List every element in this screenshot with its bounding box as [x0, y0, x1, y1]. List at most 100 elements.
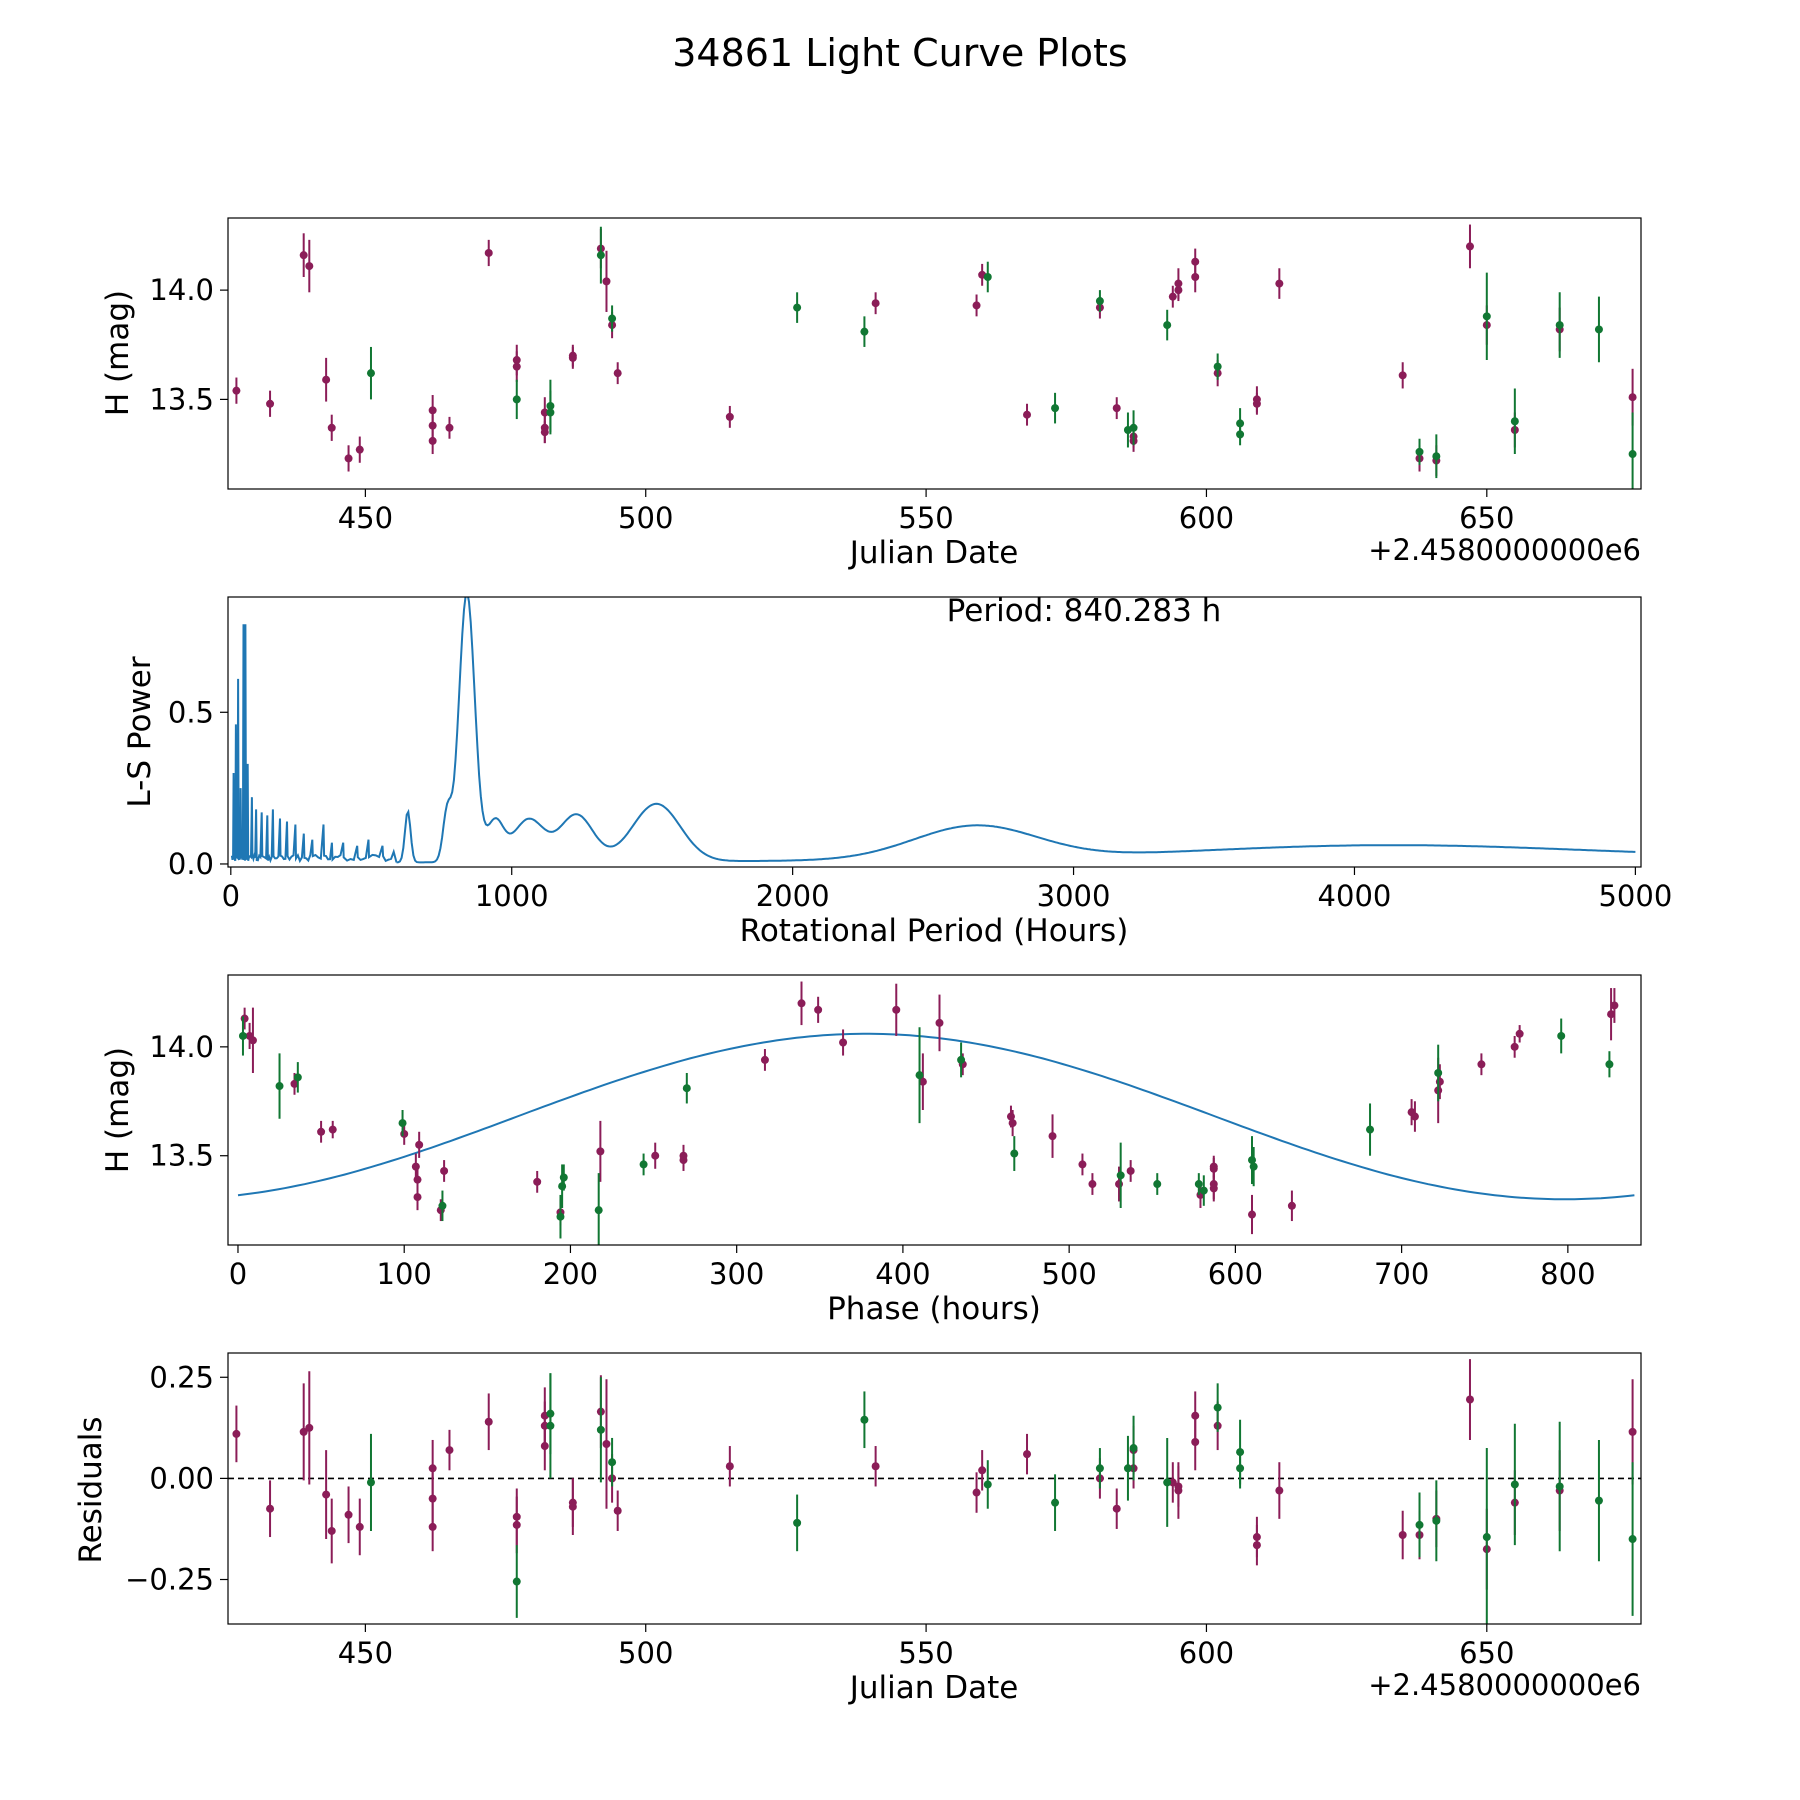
data-point	[1174, 1487, 1182, 1495]
periodogram-xtick-label: 5000	[1598, 879, 1672, 913]
periodogram-xtick-label: 3000	[1037, 879, 1111, 913]
data-point	[1191, 273, 1199, 281]
residuals-xtick-label: 500	[618, 1636, 673, 1670]
data-point	[1113, 404, 1121, 412]
data-point	[683, 1084, 691, 1092]
periodogram-xtick-label: 2000	[756, 879, 830, 913]
data-point	[412, 1163, 420, 1171]
data-point	[305, 1424, 313, 1432]
data-point	[1595, 1497, 1603, 1505]
periodogram-ticks: 0 1000 2000 3000 4000 5000 0.0 0.5	[168, 695, 1672, 913]
figure: 34861 Light Curve Plots 450 500 550 600 6501…	[0, 0, 1800, 1800]
phased-xtick-label: 300	[709, 1257, 764, 1291]
periodogram-xtick-label: 0	[222, 879, 240, 913]
data-point	[973, 1489, 981, 1497]
data-point	[1629, 450, 1637, 458]
data-point	[608, 1458, 616, 1466]
phased-ylabel: H (mag)	[100, 1047, 136, 1173]
phased-xtick-label: 400	[875, 1257, 930, 1291]
data-point	[726, 1462, 734, 1470]
phased-xtick-label: 600	[1208, 1257, 1263, 1291]
lightcurve-frame	[228, 218, 1641, 489]
residuals-ytick-label: 0.25	[149, 1360, 214, 1394]
phased-xtick-label: 700	[1374, 1257, 1429, 1291]
data-point	[266, 400, 274, 408]
data-point	[1169, 293, 1177, 301]
lightcurve-marks	[232, 225, 1636, 496]
data-point	[305, 262, 313, 270]
phased-xtick-label: 500	[1041, 1257, 1096, 1291]
data-point	[1629, 393, 1637, 401]
data-point	[533, 1178, 541, 1186]
phased-xtick-label: 100	[377, 1257, 432, 1291]
data-point	[1516, 1030, 1524, 1038]
data-point	[872, 1462, 880, 1470]
data-point	[513, 1578, 521, 1586]
data-point	[1595, 325, 1603, 333]
data-point	[513, 1521, 521, 1529]
data-point	[1174, 280, 1182, 288]
data-point	[249, 1036, 257, 1044]
data-point	[541, 428, 549, 436]
residuals-xlabel: Julian Date	[848, 1670, 1019, 1706]
data-point	[839, 1039, 847, 1047]
data-point	[726, 413, 734, 421]
data-point	[596, 1147, 604, 1155]
data-point	[984, 1480, 992, 1488]
data-point	[1629, 1535, 1637, 1543]
data-point	[1051, 404, 1059, 412]
data-point	[1191, 1438, 1199, 1446]
data-point	[1078, 1160, 1086, 1168]
data-point	[640, 1160, 648, 1168]
data-point	[679, 1152, 687, 1160]
data-point	[569, 354, 577, 362]
data-point	[429, 1523, 437, 1531]
data-point	[232, 1430, 240, 1438]
residuals-panel: 450 500 550 600 650−0.250.000.25 Julian Date…	[73, 1353, 1641, 1706]
data-point	[569, 1503, 577, 1511]
data-point	[978, 1466, 986, 1474]
phased-ytick-label: 13.5	[149, 1139, 214, 1173]
residuals-xtick-label: 450	[338, 1636, 393, 1670]
data-point	[597, 251, 605, 259]
data-point	[445, 1446, 453, 1454]
lightcurve-x-offset: +2.4580000000e6	[1368, 533, 1641, 567]
periodogram-marks	[232, 593, 1636, 863]
data-point	[860, 1416, 868, 1424]
periodogram-ytick-label: 0.5	[168, 695, 214, 729]
data-point	[1466, 242, 1474, 250]
periodogram-xtick-label: 4000	[1318, 879, 1392, 913]
data-point	[814, 1006, 822, 1014]
phased-xtick-label: 800	[1540, 1257, 1595, 1291]
data-point	[1434, 1069, 1442, 1077]
data-point	[793, 1519, 801, 1527]
data-point	[614, 1507, 622, 1515]
lightcurve-ytick-label: 13.5	[149, 382, 214, 416]
data-point	[798, 999, 806, 1007]
data-point	[513, 395, 521, 403]
lightcurve-xtick-label: 650	[1459, 501, 1514, 535]
lightcurve-xtick-label: 500	[618, 501, 673, 535]
data-point	[1556, 321, 1564, 329]
data-point	[1605, 1060, 1613, 1068]
data-point	[1436, 1078, 1444, 1086]
data-point	[356, 446, 364, 454]
residuals-xtick-label: 650	[1459, 1636, 1514, 1670]
data-point	[1200, 1187, 1208, 1195]
data-point	[860, 328, 868, 336]
data-point	[429, 422, 437, 430]
data-point	[1010, 1150, 1018, 1158]
data-point	[317, 1128, 325, 1136]
data-point	[546, 409, 554, 417]
data-point	[614, 369, 622, 377]
data-point	[602, 277, 610, 285]
data-point	[1236, 1448, 1244, 1456]
residuals-xtick-label: 600	[1179, 1636, 1234, 1670]
periodogram-panel: 0 1000 2000 3000 4000 5000 0.0 0.5 Period: 840.…	[122, 593, 1672, 950]
data-point	[1253, 395, 1261, 403]
data-point	[1117, 1171, 1125, 1179]
data-point	[761, 1056, 769, 1064]
data-point	[1432, 452, 1440, 460]
data-point	[793, 304, 801, 312]
data-point	[935, 1019, 943, 1027]
